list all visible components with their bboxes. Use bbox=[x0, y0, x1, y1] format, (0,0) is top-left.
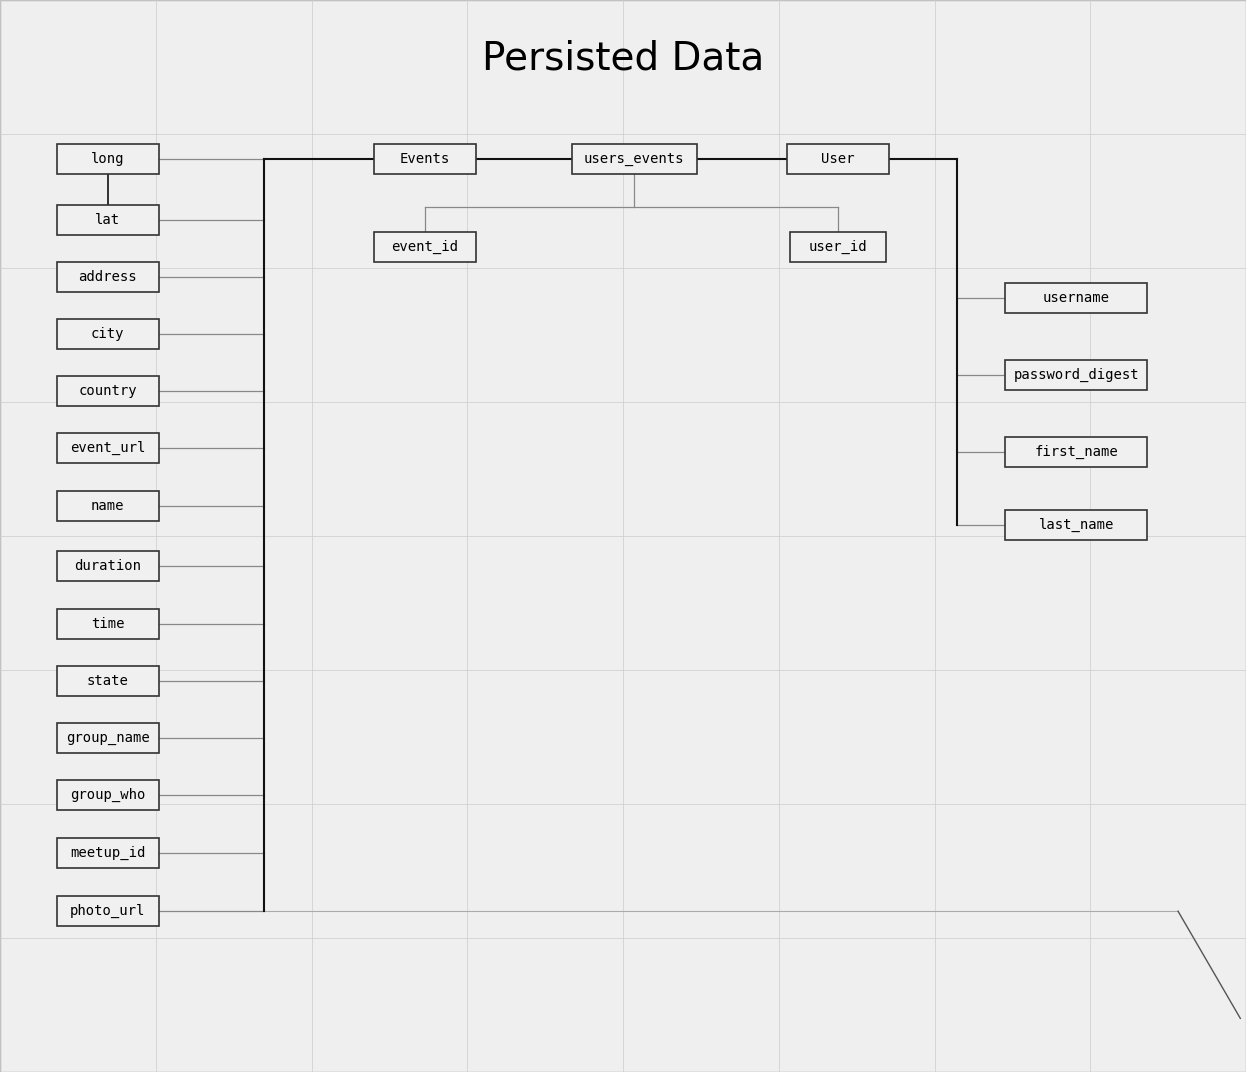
Bar bbox=[1006, 360, 1146, 390]
Text: users_events: users_events bbox=[584, 151, 684, 166]
Bar bbox=[56, 319, 158, 349]
Text: group_who: group_who bbox=[70, 788, 146, 803]
Text: username: username bbox=[1043, 291, 1110, 306]
Text: city: city bbox=[91, 327, 125, 342]
Text: last_name: last_name bbox=[1038, 518, 1114, 533]
Text: address: address bbox=[78, 269, 137, 284]
Text: country: country bbox=[78, 384, 137, 399]
Bar bbox=[56, 780, 158, 810]
Text: state: state bbox=[87, 673, 128, 688]
Bar bbox=[374, 232, 476, 262]
Text: event_id: event_id bbox=[391, 239, 459, 254]
Bar bbox=[56, 838, 158, 868]
Bar bbox=[56, 551, 158, 581]
Text: group_name: group_name bbox=[66, 730, 150, 745]
Text: duration: duration bbox=[74, 559, 141, 574]
Bar bbox=[56, 723, 158, 753]
Text: first_name: first_name bbox=[1034, 445, 1118, 460]
Text: photo_url: photo_url bbox=[70, 904, 146, 919]
Text: name: name bbox=[91, 498, 125, 513]
Text: lat: lat bbox=[95, 212, 120, 227]
Text: meetup_id: meetup_id bbox=[70, 846, 146, 861]
Bar bbox=[572, 144, 697, 174]
Bar bbox=[56, 205, 158, 235]
Text: event_url: event_url bbox=[70, 441, 146, 456]
Bar bbox=[374, 144, 476, 174]
Text: Events: Events bbox=[400, 151, 450, 166]
Text: time: time bbox=[91, 616, 125, 631]
Bar bbox=[1006, 510, 1146, 540]
Bar bbox=[56, 609, 158, 639]
Bar bbox=[56, 433, 158, 463]
Bar bbox=[1006, 437, 1146, 467]
Bar bbox=[56, 896, 158, 926]
Bar bbox=[56, 376, 158, 406]
Bar bbox=[56, 666, 158, 696]
Bar bbox=[56, 491, 158, 521]
Text: User: User bbox=[821, 151, 855, 166]
Bar bbox=[787, 144, 890, 174]
Text: long: long bbox=[91, 151, 125, 166]
Bar bbox=[56, 144, 158, 174]
Bar bbox=[790, 232, 886, 262]
Bar bbox=[1006, 283, 1146, 313]
Text: password_digest: password_digest bbox=[1013, 368, 1139, 383]
Text: Persisted Data: Persisted Data bbox=[482, 40, 764, 78]
Text: user_id: user_id bbox=[809, 239, 867, 254]
Bar bbox=[56, 262, 158, 292]
